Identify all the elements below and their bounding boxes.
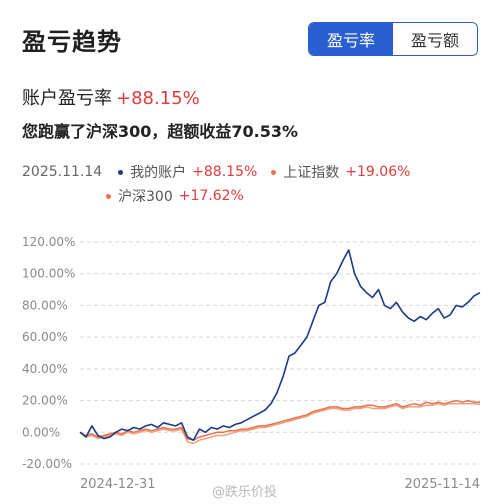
y-tick-label: 80.00% (22, 298, 68, 312)
metric-toggle[interactable]: 盈亏率 盈亏额 (308, 22, 478, 56)
legend-item-account: 我的账户 +88.15% (118, 162, 257, 182)
y-tick-label: 20.00% (22, 394, 68, 408)
y-tick-label: 60.00% (22, 330, 68, 344)
account-rate-value: +88.15% (116, 88, 200, 109)
legend-name: 我的账户 (130, 165, 187, 181)
legend-item-shanghai: 上证指数 +19.06% (271, 162, 410, 182)
x-tick-label: 2025-11-14 (404, 477, 480, 492)
account-rate: 账户盈亏率 +88.15% (22, 84, 200, 110)
series-line-account (79, 249, 481, 441)
y-tick-label: 120.00% (22, 235, 75, 249)
legend-dot-shanghai (271, 169, 277, 175)
x-tick-label: 2024-12-31 (80, 477, 156, 492)
legend-dot-account (118, 169, 124, 175)
profit-trend-chart[interactable]: 120.00% 100.00% 80.00% 60.00% 40.00% 20.00% 0.… (0, 225, 500, 495)
page-title: 盈亏趋势 (22, 28, 122, 56)
beat-index-text: 您跑赢了沪深300，超额收益70.53% (22, 122, 299, 141)
account-rate-label: 账户盈亏率 (22, 88, 112, 109)
y-tick-label: 40.00% (22, 362, 68, 376)
legend-name: 沪深300 (118, 189, 173, 205)
legend-value: +88.15% (192, 164, 258, 180)
legend-date: 2025.11.14 (22, 164, 103, 180)
y-tick-label: 0.00% (22, 425, 60, 439)
chart-legend: 2025.11.14 我的账户 +88.15% 上证指数 +19.06% 沪深3… (22, 160, 492, 208)
legend-dot-hs300 (106, 193, 111, 199)
legend-value: +17.62% (178, 188, 244, 204)
legend-name: 上证指数 (283, 165, 340, 181)
toggle-rate-option[interactable]: 盈亏率 (309, 23, 393, 55)
series-line-hs300 (79, 402, 481, 445)
series-line-shanghai (79, 399, 481, 441)
y-tick-label: 100.00% (22, 267, 75, 281)
watermark: @跌乐价投 (212, 485, 278, 500)
legend-item-hs300: 沪深300 +17.62% (106, 186, 244, 206)
toggle-amount-option[interactable]: 盈亏额 (393, 23, 477, 55)
header: 盈亏趋势 盈亏率 盈亏额 (0, 0, 500, 68)
legend-value: +19.06% (345, 164, 411, 180)
y-tick-label: -20.00% (22, 457, 72, 471)
